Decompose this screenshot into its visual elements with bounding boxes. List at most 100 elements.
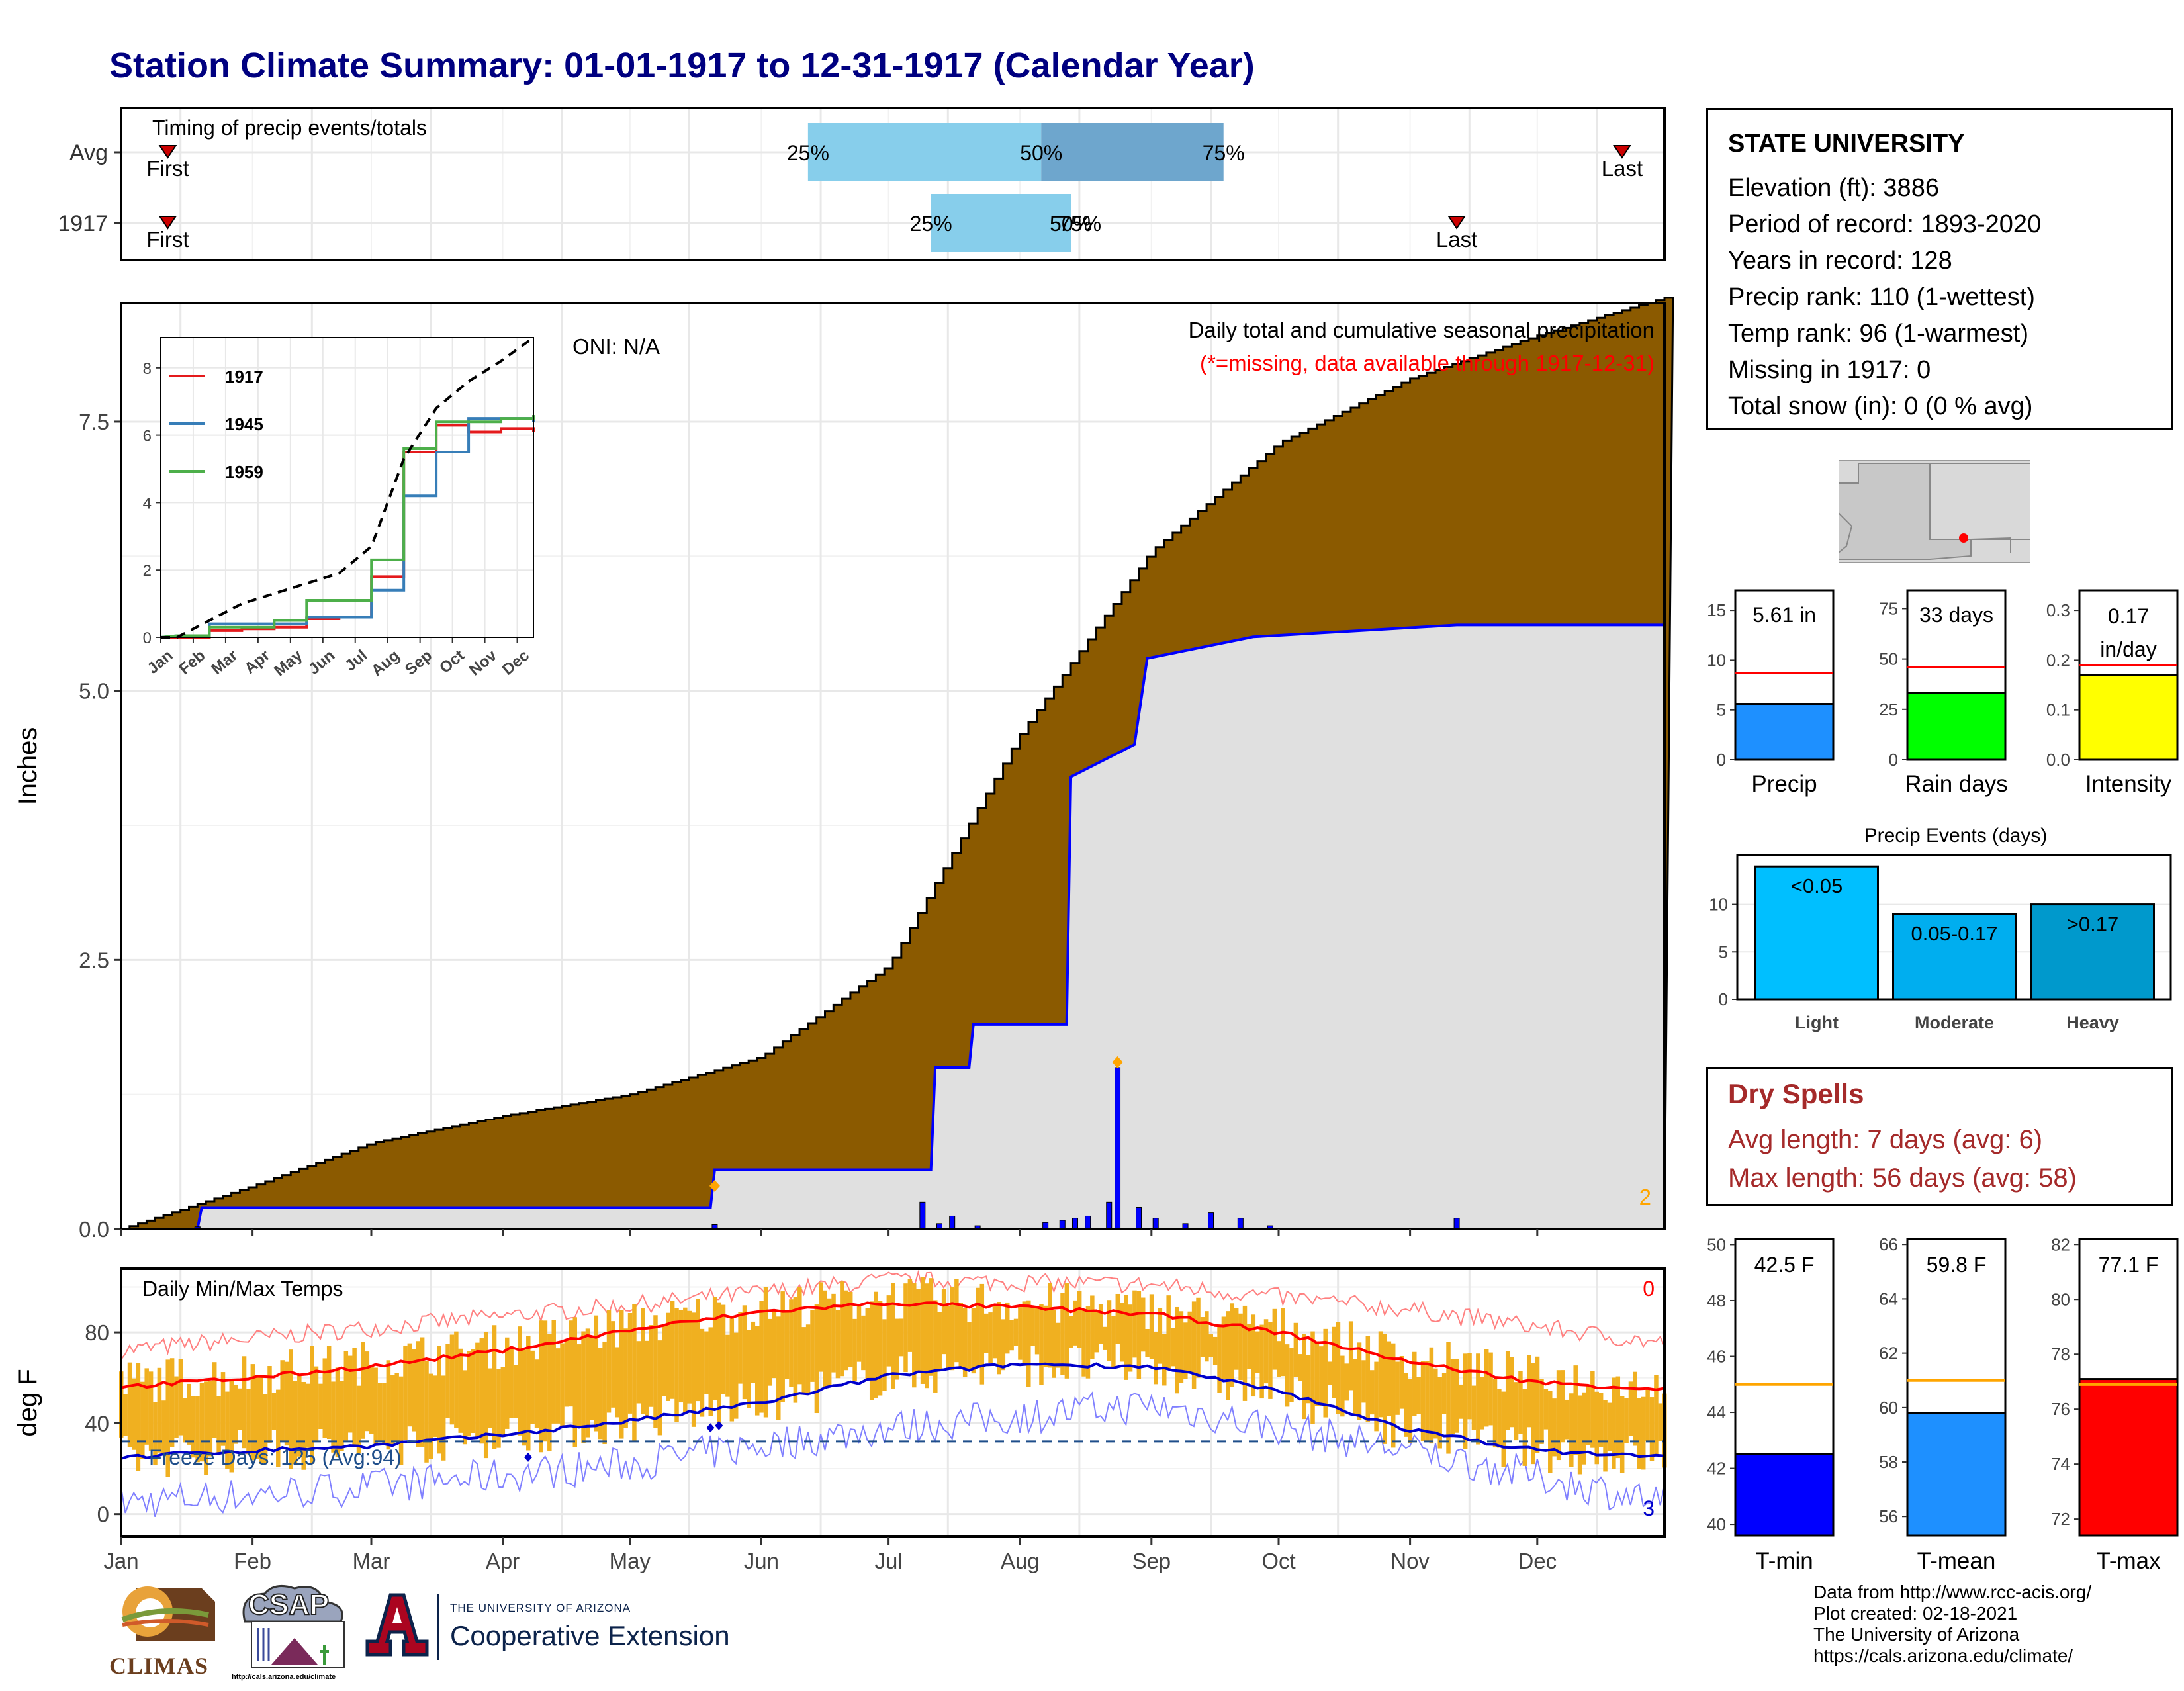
daily-temp-bar <box>297 1375 302 1457</box>
temp-bar-value-text: 59.8 F <box>1927 1253 1987 1277</box>
daily-temp-bar <box>1501 1391 1506 1468</box>
daily-temp-bar <box>691 1312 696 1427</box>
daily-temp-bar <box>488 1368 492 1428</box>
daily-temp-bar <box>424 1361 429 1463</box>
month-label: Apr <box>486 1549 520 1573</box>
daily-temp-bar <box>280 1360 285 1441</box>
mini-bar-label: Intensity <box>2085 771 2172 797</box>
daily-temp-bar <box>784 1311 790 1379</box>
daily-temp-bar <box>823 1290 827 1389</box>
daily-temp-bar <box>594 1315 599 1432</box>
daily-temp-bar <box>623 1328 628 1428</box>
timing-first-label: First <box>146 156 189 181</box>
daily-temp-bar <box>1005 1302 1010 1354</box>
daily-temp-bar <box>225 1391 230 1469</box>
daily-temp-bar <box>992 1305 997 1359</box>
temp-bar-ytick-label: 48 <box>1707 1291 1726 1310</box>
daily-temp-bar <box>1170 1328 1175 1367</box>
daily-temp-bar <box>1399 1355 1404 1409</box>
page-title: Station Climate Summary: 01-01-1917 to 1… <box>109 46 1255 85</box>
daily-temp-bar <box>263 1394 268 1463</box>
daily-temp-bar <box>844 1290 849 1371</box>
record-low-marker <box>706 1423 715 1433</box>
daily-temp-bar <box>916 1289 921 1373</box>
daily-temp-bar <box>641 1308 645 1414</box>
events-bar-inner-label: <0.05 <box>1791 874 1843 897</box>
events-bar-label: Moderate <box>1915 1013 1994 1032</box>
daily-temp-bar <box>886 1295 891 1367</box>
month-label: Dec <box>1518 1549 1557 1573</box>
daily-temp-bar <box>212 1362 217 1438</box>
daily-temp-bar <box>1561 1370 1565 1443</box>
timing-first-marker <box>158 145 177 159</box>
timing-row-label: Avg <box>69 140 108 165</box>
daily-temp-bar <box>564 1339 569 1407</box>
daily-temp-bar <box>1649 1397 1655 1461</box>
daily-temp-bar <box>1205 1311 1209 1362</box>
daily-temp-bar <box>310 1346 314 1464</box>
daily-temp-bar <box>1221 1316 1226 1379</box>
daily-temp-bar <box>1268 1322 1273 1399</box>
temp-bar-ytick-label: 64 <box>1879 1289 1898 1308</box>
daily-temp-bar <box>1179 1311 1184 1383</box>
station-line-0: Elevation (ft): 3886 <box>1728 174 1939 202</box>
daily-temp-bar <box>1476 1353 1480 1445</box>
daily-temp-bar <box>412 1349 416 1432</box>
daily-temp-bar <box>1327 1361 1332 1385</box>
daily-temp-bar <box>670 1301 675 1399</box>
timing-bar-q2 <box>1041 123 1224 181</box>
daily-temp-bar <box>1226 1311 1230 1400</box>
daily-temp-bar <box>1230 1303 1235 1387</box>
csap-url: http://cals.arizona.edu/climate <box>232 1673 336 1681</box>
daily-temp-bar <box>1175 1306 1179 1394</box>
inset-ytick-label: 6 <box>143 428 152 445</box>
daily-temp-bar <box>696 1299 700 1402</box>
daily-precip-bar <box>919 1201 926 1230</box>
daily-temp-bar <box>636 1341 641 1404</box>
timing-title: Timing of precip events/totals <box>152 116 427 140</box>
daily-precip-bar <box>1237 1218 1244 1230</box>
timing-bar-q1 <box>807 123 1042 181</box>
daily-temp-bar <box>284 1361 289 1446</box>
daily-temp-bar <box>1234 1308 1239 1370</box>
daily-temp-bar <box>1196 1297 1201 1378</box>
daily-temp-bar <box>246 1389 251 1455</box>
daily-temp-bar <box>1247 1324 1251 1369</box>
temp-bar-ytick-label: 62 <box>1879 1344 1898 1363</box>
daily-temp-bar <box>1505 1351 1510 1430</box>
daily-temp-bar <box>1081 1309 1086 1377</box>
daily-temp-bar <box>835 1310 841 1379</box>
daily-temp-bar <box>1450 1359 1455 1434</box>
daily-temp-bar <box>483 1332 488 1459</box>
daily-temp-bar <box>1285 1344 1290 1407</box>
daily-temp-bar <box>144 1368 149 1445</box>
daily-temp-bar <box>500 1367 506 1438</box>
daily-temp-bar <box>1034 1306 1040 1355</box>
daily-temp-bar <box>1098 1304 1103 1344</box>
daily-temp-bar <box>912 1283 917 1388</box>
daily-temp-bar <box>1310 1331 1315 1424</box>
daily-temp-bar <box>454 1331 459 1428</box>
daily-temp-bar <box>1026 1300 1031 1387</box>
mini-bar-ytick-label: 0.1 <box>2046 700 2070 720</box>
mini-bar-ytick-label: 5 <box>1717 700 1726 720</box>
daily-temp-bar <box>819 1282 823 1372</box>
record-low-marker <box>715 1420 723 1430</box>
temp-bar-ytick-label: 66 <box>1879 1234 1898 1254</box>
month-label: Feb <box>234 1549 271 1573</box>
daily-temp-bar <box>335 1367 340 1458</box>
max-precip-marker <box>1112 1056 1123 1068</box>
daily-temp-bar <box>971 1308 976 1374</box>
inset-line-1959 <box>160 415 535 639</box>
daily-temp-bar <box>1013 1318 1019 1346</box>
daily-temp-bar <box>615 1347 620 1418</box>
month-label: Jul <box>874 1549 902 1573</box>
daily-temp-bar <box>1412 1351 1417 1416</box>
daily-temp-bar <box>861 1315 866 1371</box>
year-cumulative-line <box>121 623 1664 1230</box>
daily-temp-bar <box>653 1315 658 1428</box>
events-bar-label: Heavy <box>2066 1013 2119 1032</box>
daily-temp-bar <box>895 1318 899 1380</box>
daily-temp-bar <box>1497 1389 1502 1448</box>
daily-temp-bar <box>997 1302 1001 1375</box>
